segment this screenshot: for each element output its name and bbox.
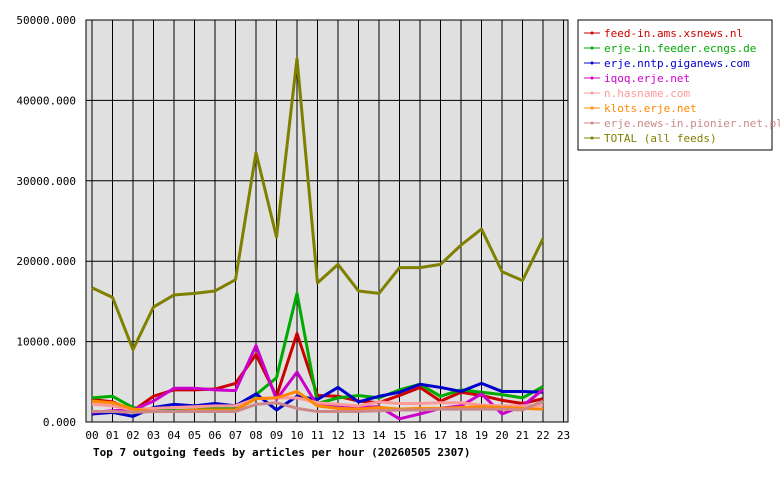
legend-entry: n.hasname.com — [604, 87, 690, 100]
x-tick-label: 22 — [536, 429, 549, 442]
plot-area — [85, 19, 569, 423]
x-tick-label: 20 — [495, 429, 508, 442]
y-tick-label: 30000.000 — [16, 175, 76, 188]
y-axis-ticks: 0.000 10000.000 20000.000 30000.000 40000.00… — [16, 14, 76, 429]
x-tick-label: 15 — [393, 429, 406, 442]
series-line — [91, 396, 544, 412]
x-tick-label: 03 — [147, 429, 160, 442]
x-tick-label: 05 — [188, 429, 201, 442]
legend-entry: erje-in.feeder.ecngs.de — [604, 42, 756, 55]
x-tick-label: 11 — [311, 429, 324, 442]
x-tick-label: 14 — [372, 429, 386, 442]
legend-marker — [590, 76, 594, 80]
legend-marker — [590, 106, 594, 110]
x-tick-label: 00 — [85, 429, 98, 442]
x-tick-label: 21 — [516, 429, 529, 442]
x-tick-label: 23 — [557, 429, 570, 442]
x-tick-label: 08 — [249, 429, 262, 442]
legend-entry: erje.nntp.giganews.com — [604, 57, 750, 70]
legend-entry: erje.news-in.pionier.net.pl — [604, 117, 780, 130]
x-axis-ticks: 00 01 02 03 04 05 06 07 08 09 10 11 12 13 14 15 16 17 18 19… — [85, 429, 570, 442]
x-tick-label: 12 — [331, 429, 344, 442]
legend-entry: klots.erje.net — [604, 102, 697, 115]
legend-box — [577, 19, 773, 151]
series-lines — [91, 57, 545, 421]
x-tick-label: 07 — [229, 429, 242, 442]
legend-marker — [590, 91, 594, 95]
y-tick-label: 20000.000 — [16, 255, 76, 268]
y-tick-label: 50000.000 — [16, 14, 76, 27]
x-tick-label: 10 — [290, 429, 303, 442]
x-tick-label: 02 — [126, 429, 139, 442]
x-tick-label: 13 — [352, 429, 365, 442]
legend-marker — [590, 121, 594, 125]
legend-marker — [590, 136, 594, 140]
x-tick-label: 06 — [208, 429, 221, 442]
legend-marker — [590, 31, 594, 35]
y-tick-label: 0.000 — [43, 416, 76, 429]
legend-entry: iqoq.erje.net — [604, 72, 690, 85]
series-line — [91, 381, 544, 418]
y-tick-label: 10000.000 — [16, 336, 76, 349]
x-tick-label: 19 — [475, 429, 488, 442]
x-tick-label: 18 — [454, 429, 467, 442]
x-tick-label: 16 — [413, 429, 426, 442]
x-tick-label: 09 — [270, 429, 283, 442]
series-line — [91, 57, 545, 352]
x-tick-label: 17 — [434, 429, 447, 442]
chart-caption: Top 7 outgoing feeds by articles per hou… — [93, 446, 471, 459]
legend-marker — [590, 46, 594, 50]
legend-entry: feed-in.ams.xsnews.nl — [604, 27, 743, 40]
legend-entry: TOTAL (all feeds) — [604, 132, 717, 145]
legend-marker — [590, 61, 594, 65]
y-tick-label: 40000.000 — [16, 94, 76, 107]
x-tick-label: 01 — [106, 429, 119, 442]
series-line — [92, 399, 544, 414]
legend: feed-in.ams.xsnews.nl erje-in.feeder.ecng… — [577, 19, 780, 151]
x-tick-label: 04 — [167, 429, 181, 442]
gridlines — [86, 19, 568, 423]
